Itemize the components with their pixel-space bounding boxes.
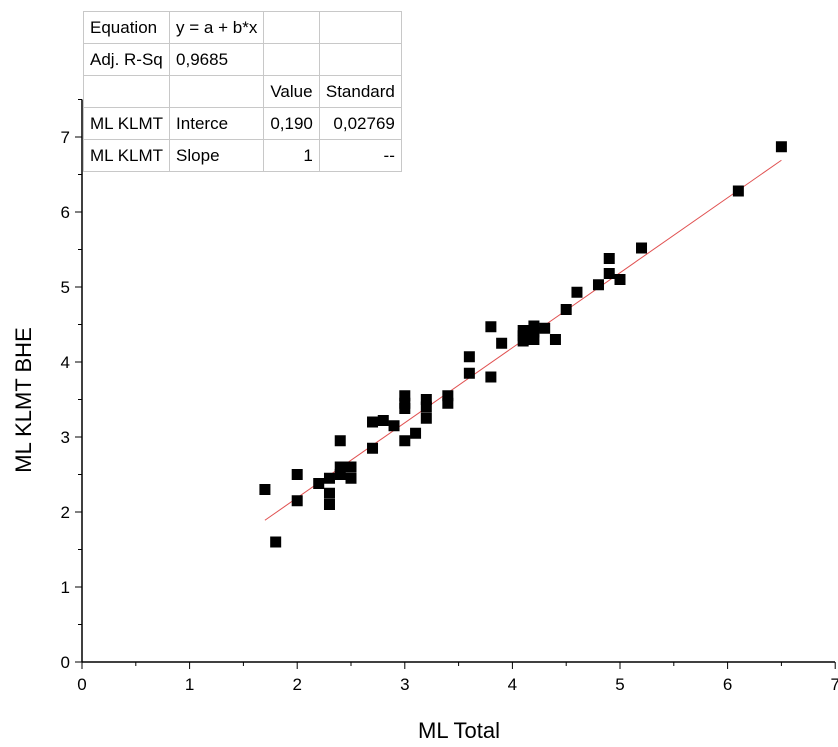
- data-point: [377, 415, 389, 426]
- data-point: [420, 412, 432, 424]
- table-cell: [169, 75, 265, 108]
- data-point: [485, 371, 497, 383]
- table-cell: ML KLMT: [82, 107, 171, 140]
- data-point: [442, 390, 454, 402]
- y-tick-label: 3: [61, 428, 70, 447]
- table-cell: [263, 43, 320, 76]
- fit-results-table: Equation y = a + b*x Adj. R-Sq 0,9685 Va…: [82, 11, 402, 172]
- table-cell: 0,02769: [318, 107, 402, 140]
- data-point: [323, 499, 335, 510]
- data-point: [399, 390, 411, 402]
- table-cell: 0,190: [263, 107, 320, 140]
- data-point: [539, 322, 551, 334]
- x-tick-label: 5: [615, 675, 624, 694]
- table-cell: Adj. R-Sq: [82, 43, 171, 76]
- table-cell: Interce: [169, 107, 265, 140]
- y-tick-label: 4: [61, 353, 70, 372]
- table-cell: 1: [263, 139, 320, 172]
- table-cell: --: [318, 139, 402, 172]
- table-row: Adj. R-Sq 0,9685: [82, 43, 402, 76]
- x-axis-title: ML Total: [418, 718, 500, 743]
- table-cell: [82, 75, 171, 108]
- data-point: [775, 141, 787, 153]
- data-point: [345, 461, 357, 473]
- table-cell: Value: [263, 75, 320, 108]
- data-point: [388, 420, 400, 432]
- table-row: ML KLMT Interce 0,190 0,02769: [82, 107, 402, 140]
- table-cell: Equation: [82, 11, 171, 44]
- table-cell: [318, 43, 402, 76]
- data-point: [323, 472, 335, 484]
- data-point: [334, 469, 346, 480]
- table-cell: 0,9685: [169, 43, 265, 76]
- data-point: [334, 461, 346, 473]
- data-point: [323, 487, 335, 499]
- data-point: [463, 351, 475, 363]
- x-tick-label: 6: [723, 675, 732, 694]
- data-point: [291, 495, 303, 507]
- data-point: [270, 536, 282, 548]
- data-point: [571, 286, 583, 298]
- data-point: [549, 334, 561, 345]
- data-point: [367, 442, 379, 454]
- x-tick-label: 0: [77, 675, 86, 694]
- table-cell: Slope: [169, 139, 265, 172]
- table-cell: Standard: [318, 75, 402, 108]
- table-cell: ML KLMT: [82, 139, 171, 172]
- x-tick-label: 1: [185, 675, 194, 694]
- data-point: [291, 469, 303, 480]
- data-point: [313, 478, 325, 489]
- data-point: [517, 335, 529, 347]
- data-point: [732, 185, 744, 197]
- data-point: [399, 435, 411, 447]
- table-row: ML KLMT Slope 1 --: [82, 139, 402, 172]
- y-tick-label: 1: [61, 578, 70, 597]
- y-axis-title: ML KLMT BHE: [11, 327, 36, 472]
- y-tick-label: 7: [61, 128, 70, 147]
- x-tick-label: 4: [508, 675, 517, 694]
- data-point: [399, 403, 411, 414]
- data-point: [420, 401, 432, 413]
- data-point: [636, 242, 648, 254]
- x-tick-label: 3: [400, 675, 409, 694]
- data-point: [259, 484, 271, 495]
- data-point: [528, 326, 540, 338]
- table-cell: [318, 11, 402, 44]
- y-tick-label: 5: [61, 278, 70, 297]
- plot-area: 0 1 2 3 4 5 6 7 0 1 2 3 4 5 6 7: [61, 99, 838, 694]
- data-point: [528, 334, 540, 345]
- y-tick-label: 6: [61, 203, 70, 222]
- y-tick-label: 0: [61, 653, 70, 672]
- data-point: [463, 367, 475, 379]
- data-point: [528, 320, 540, 332]
- data-point: [485, 321, 497, 333]
- y-tick-label: 2: [61, 503, 70, 522]
- data-point: [614, 274, 626, 285]
- data-point: [367, 416, 379, 428]
- x-tick-label: 7: [830, 675, 838, 694]
- data-point: [560, 304, 572, 315]
- table-cell: [263, 11, 320, 44]
- data-point: [345, 472, 357, 484]
- data-point: [410, 427, 422, 439]
- data-point: [592, 279, 604, 291]
- table-cell: y = a + b*x: [169, 11, 265, 44]
- table-row: Value Standard: [82, 75, 402, 108]
- data-point: [603, 268, 615, 279]
- data-point: [442, 397, 454, 409]
- table-row: Equation y = a + b*x: [82, 11, 402, 44]
- data-point: [603, 253, 615, 264]
- data-point: [496, 337, 508, 349]
- data-point: [334, 435, 346, 447]
- x-tick-label: 2: [292, 675, 301, 694]
- data-point: [420, 394, 432, 405]
